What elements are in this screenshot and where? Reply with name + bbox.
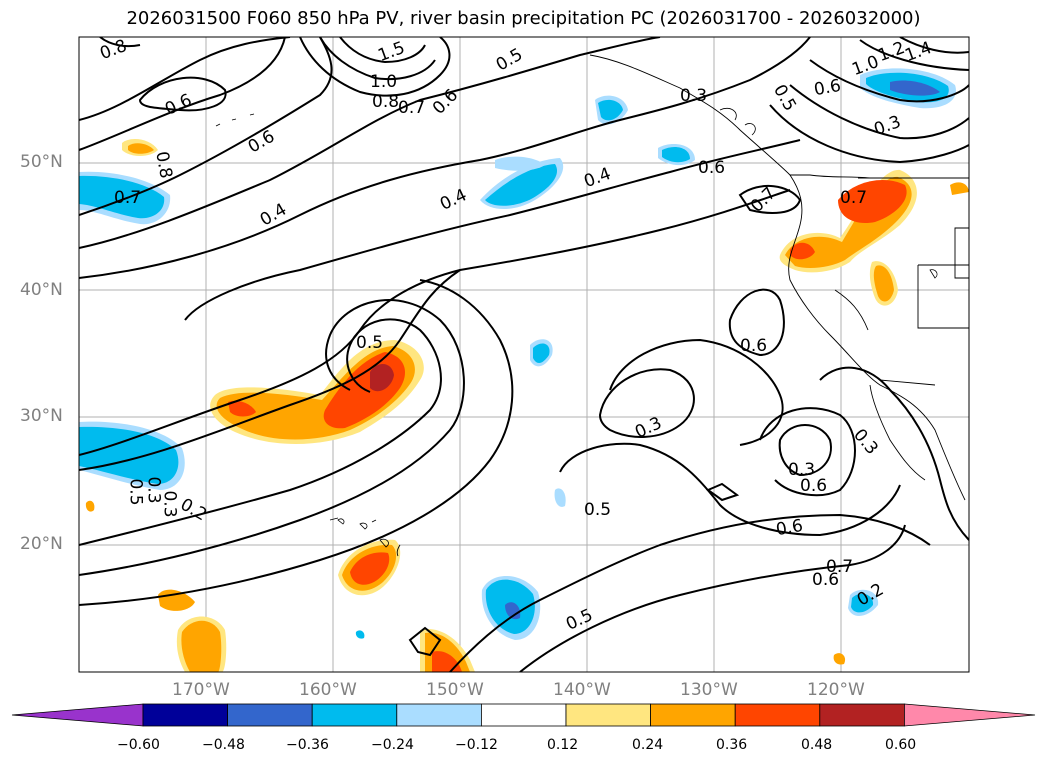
colorbar-bin [311, 703, 398, 727]
lon-label-130w: 130°W [680, 680, 738, 700]
lat-label-20n: 20°N [20, 534, 63, 554]
colorbar-tick: −0.48 [202, 737, 245, 753]
islands [215, 107, 938, 548]
coastlines [329, 54, 969, 557]
colorbar-tick: −0.24 [371, 737, 414, 753]
contour-label: 0.6 [740, 336, 768, 356]
colorbar-tick: 0.36 [716, 737, 748, 753]
pv-contours [79, 37, 969, 672]
contour-label: 0.7 [114, 188, 142, 208]
lon-label-120w: 120°W [807, 680, 865, 700]
colorbar-bin [227, 703, 313, 727]
lat-label-30n: 30°N [20, 406, 63, 426]
colorbar-tick: −0.60 [117, 737, 160, 753]
colorbar-extend-low [11, 703, 144, 727]
colorbar [11, 703, 1036, 727]
lat-label-40n: 40°N [20, 280, 63, 300]
colorbar-extend-high [904, 703, 1036, 727]
lat-label-50n: 50°N [20, 152, 63, 172]
contour-label: 1.0 [370, 72, 398, 92]
lon-label-140w: 140°W [553, 680, 611, 700]
colorbar-tick: −0.12 [455, 737, 498, 753]
colorbar-tick: 0.60 [885, 737, 917, 753]
colorbar-bin [819, 703, 905, 727]
colorbar-tick: 0.12 [547, 737, 579, 753]
colorbar-bin [734, 703, 821, 727]
contour-label: 0.6 [698, 158, 726, 178]
map-frame [78, 36, 970, 673]
contour-label: 0.6 [800, 476, 828, 496]
colorbar-bin [396, 703, 482, 727]
contour-label: 0.6 [812, 570, 840, 590]
contour-label: 0.5 [356, 333, 384, 353]
contour-label: 0.3 [680, 86, 708, 106]
lon-label-150w: 150°W [426, 680, 484, 700]
colorbar-bin [565, 703, 651, 727]
contour-label: 0.7 [826, 557, 854, 577]
contour-label: 0.7 [840, 188, 868, 208]
contour-label: 0.5 [584, 500, 612, 520]
colorbar-bin [142, 703, 228, 727]
colorbar-bin [480, 703, 567, 727]
lon-label-170w: 170°W [172, 680, 230, 700]
contour-label: 0.7 [398, 98, 426, 118]
colorbar-tick: 0.48 [801, 737, 833, 753]
contour-label: 0.8 [372, 92, 400, 112]
contour-label: 0.5 [125, 478, 146, 506]
colorbar-tick: 0.24 [632, 737, 664, 753]
colorbar-bin [650, 703, 736, 727]
contour-label: 0.3 [788, 460, 816, 480]
contour-label: 0.3 [159, 490, 180, 518]
map-title: 2026031500 F060 850 hPa PV, river basin … [126, 8, 921, 29]
lon-label-160w: 160°W [299, 680, 357, 700]
colorbar-tick: −0.36 [286, 737, 329, 753]
